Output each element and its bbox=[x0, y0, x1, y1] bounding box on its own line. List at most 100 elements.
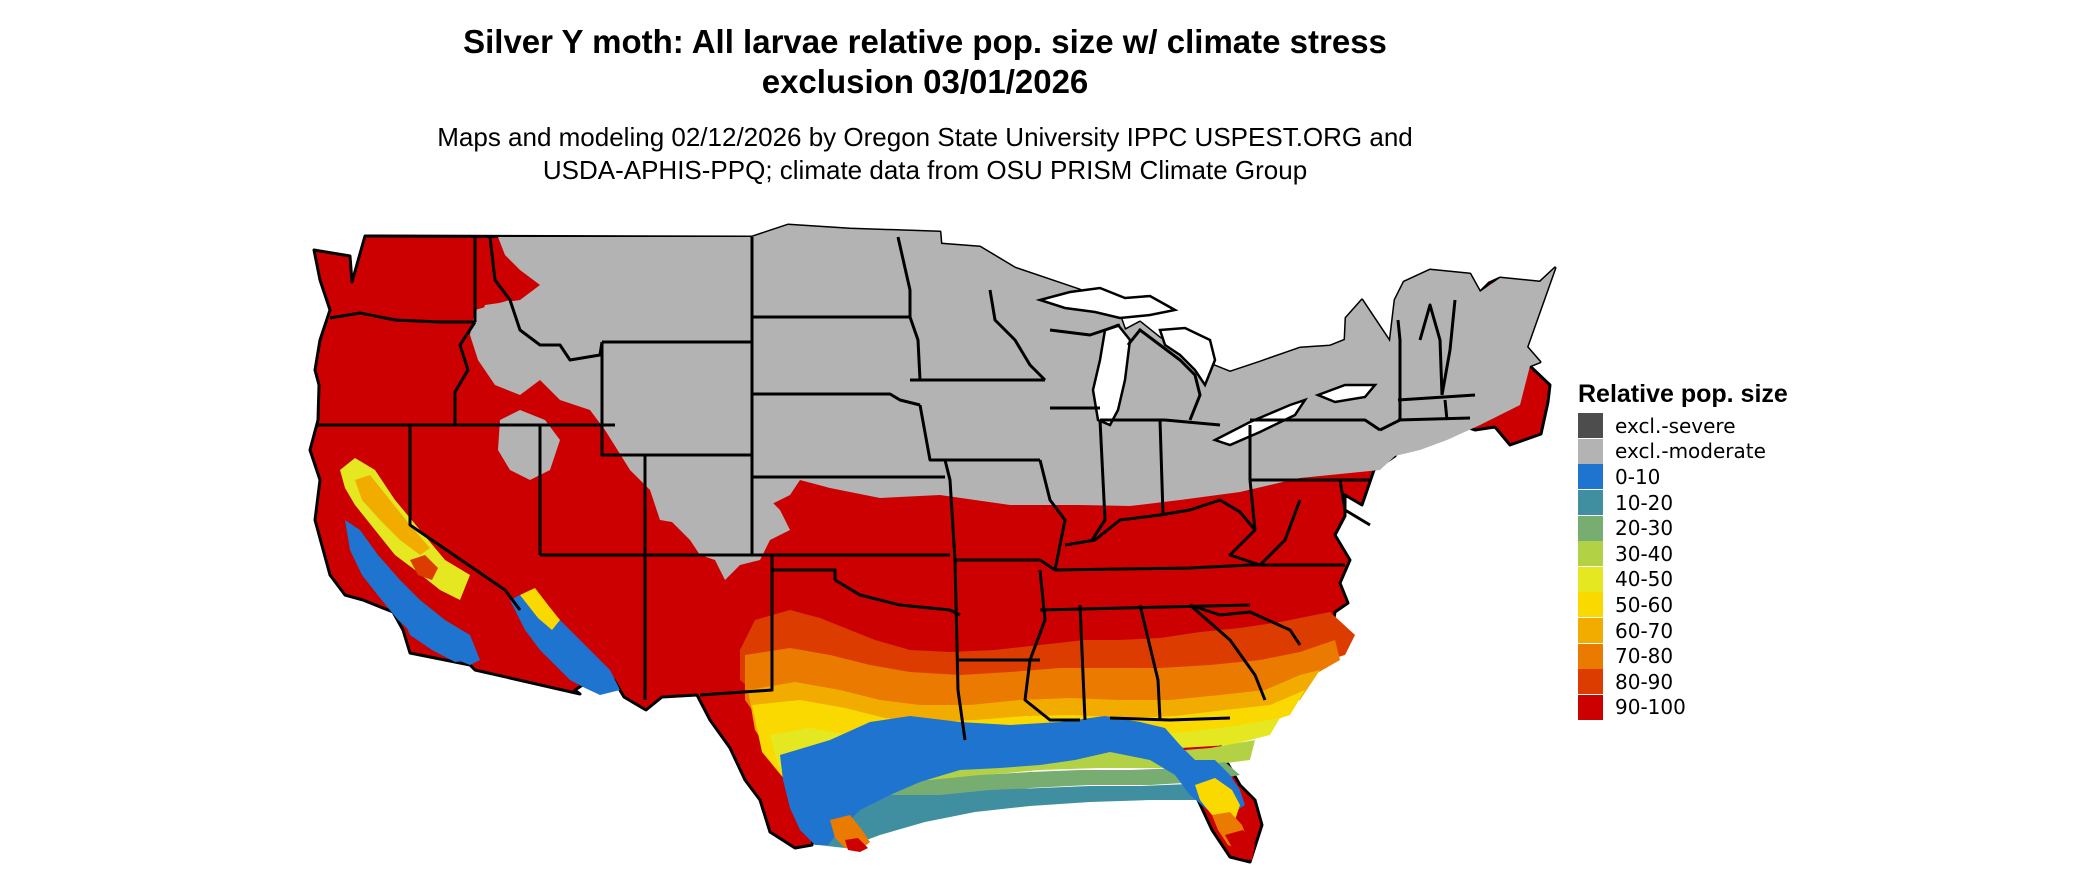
lake-huron bbox=[1158, 326, 1217, 388]
border-mn-west bbox=[896, 236, 922, 381]
border-vt-nh bbox=[1418, 303, 1444, 396]
legend-item: 30-40 bbox=[1578, 541, 1788, 567]
legend-item: 20-30 bbox=[1578, 515, 1788, 541]
legend-title: Relative pop. size bbox=[1578, 380, 1788, 408]
excluded-region-idaho bbox=[470, 300, 560, 395]
band-30-40 bbox=[790, 740, 1255, 828]
legend-item: 40-50 bbox=[1578, 566, 1788, 593]
legend-item: excl.-moderate bbox=[1578, 438, 1788, 465]
legend-label: 90-100 bbox=[1615, 695, 1686, 720]
legend-label: 30-40 bbox=[1615, 541, 1674, 566]
legend-swatch bbox=[1578, 515, 1603, 541]
map-subtitle-line-1: Maps and modeling 02/12/2026 by Oregon S… bbox=[437, 122, 1413, 152]
border-id-mt bbox=[488, 236, 604, 362]
legend-label: excl.-severe bbox=[1615, 413, 1736, 438]
legend-item: 60-70 bbox=[1578, 618, 1788, 644]
excluded-region-north bbox=[480, 225, 1555, 525]
border-in-oh bbox=[1158, 419, 1165, 516]
legend-label: 10-20 bbox=[1615, 490, 1674, 515]
border-wv bbox=[1228, 479, 1302, 567]
legend-label: 40-50 bbox=[1615, 567, 1674, 592]
border-ia-south bbox=[918, 404, 1040, 462]
legend-swatch bbox=[1578, 566, 1603, 592]
border-ky-tn bbox=[1054, 563, 1251, 572]
border-la-tx bbox=[956, 689, 967, 741]
border-ma-north bbox=[1397, 393, 1476, 402]
legend-swatch bbox=[1578, 490, 1603, 516]
legend-label: 70-80 bbox=[1615, 644, 1674, 669]
border-ms-al bbox=[1078, 604, 1087, 721]
border-al-fl bbox=[1109, 716, 1231, 722]
border-nh-me bbox=[1440, 299, 1457, 396]
border-de-md bbox=[1338, 479, 1371, 527]
band-california-red bbox=[410, 555, 438, 580]
legend-swatch bbox=[1578, 669, 1603, 695]
border-nm-tx bbox=[699, 555, 774, 697]
legend-items: excl.-severe excl.-moderate 0-10 10-20 20-30… bbox=[1578, 413, 1788, 720]
border-ok-tx bbox=[834, 578, 961, 617]
legend-label: 0-10 bbox=[1615, 464, 1661, 489]
legend-swatch bbox=[1578, 694, 1603, 720]
border-ky-north bbox=[1064, 498, 1257, 547]
border-mo-west bbox=[943, 459, 957, 561]
map-title: Silver Y moth: All larvae relative pop. … bbox=[0, 22, 1850, 102]
lake-ontario bbox=[1314, 383, 1378, 404]
map-title-line-2: exclusion 03/01/2026 bbox=[761, 63, 1089, 100]
legend-item: 70-80 bbox=[1578, 643, 1788, 669]
excluded-region-great-basin bbox=[498, 410, 560, 480]
border-ok-panhandle bbox=[772, 568, 837, 580]
band-texas-tip-hot bbox=[845, 838, 868, 852]
border-ct-ri bbox=[1443, 399, 1449, 421]
legend-swatch bbox=[1578, 618, 1603, 644]
border-wy-ut-co bbox=[600, 425, 752, 457]
border-ma-south bbox=[1397, 416, 1471, 422]
legend-swatch bbox=[1578, 643, 1603, 669]
map-subtitle: Maps and modeling 02/12/2026 by Oregon S… bbox=[0, 121, 1850, 187]
legend-item: 50-60 bbox=[1578, 592, 1788, 618]
legend-label: excl.-moderate bbox=[1615, 439, 1766, 464]
border-pa-ny bbox=[1250, 418, 1381, 432]
border-nc-sc bbox=[1189, 603, 1302, 646]
border-mo-south bbox=[955, 558, 1056, 572]
border-wa-or bbox=[329, 311, 475, 324]
legend-swatch bbox=[1578, 438, 1603, 464]
border-ga-sc bbox=[1189, 603, 1267, 701]
border-ny-ne bbox=[1379, 319, 1402, 432]
border-ca-nv bbox=[408, 425, 522, 611]
map-title-line-1: Silver Y moth: All larvae relative pop. … bbox=[463, 23, 1387, 60]
legend-label: 60-70 bbox=[1615, 618, 1674, 643]
border-al-ga bbox=[1138, 604, 1162, 721]
band-10-20 bbox=[808, 778, 1240, 848]
border-tn-south bbox=[1039, 603, 1251, 612]
legend-item: 80-90 bbox=[1578, 669, 1788, 695]
border-ar-ms bbox=[1028, 569, 1047, 661]
border-mn-wi bbox=[988, 289, 1047, 382]
legend-swatch bbox=[1578, 592, 1603, 618]
legend: Relative pop. size excl.-severe excl.-mod… bbox=[1578, 380, 1788, 720]
state-borders bbox=[318, 236, 1476, 741]
border-or-id bbox=[453, 321, 477, 425]
map-subtitle-line-2: USDA-APHIS-PPQ; climate data from OSU PR… bbox=[542, 155, 1308, 185]
legend-swatch bbox=[1578, 413, 1603, 439]
legend-label: 50-60 bbox=[1615, 592, 1674, 617]
legend-label: 80-90 bbox=[1615, 669, 1674, 694]
band-california-orange bbox=[355, 475, 430, 555]
border-sd-ne bbox=[752, 392, 921, 407]
band-arizona-desert-yellow bbox=[520, 588, 560, 630]
border-mi-peninsula bbox=[1049, 323, 1121, 337]
band-florida-red bbox=[1225, 830, 1255, 860]
band-socal-blue bbox=[400, 612, 475, 662]
michigan-lower-outline bbox=[1126, 327, 1202, 421]
border-mo-east bbox=[1038, 459, 1067, 571]
legend-item: 0-10 bbox=[1578, 464, 1788, 490]
border-ar bbox=[953, 559, 960, 691]
legend-item: excl.-severe bbox=[1578, 413, 1788, 439]
band-0-10-gulf bbox=[780, 716, 1245, 845]
lake-superior bbox=[1035, 286, 1179, 320]
lake-michigan bbox=[1091, 323, 1132, 427]
legend-item: 10-20 bbox=[1578, 490, 1788, 516]
border-il-in bbox=[1090, 419, 1107, 541]
legend-item: 90-100 bbox=[1578, 694, 1788, 721]
legend-swatch bbox=[1578, 464, 1603, 490]
